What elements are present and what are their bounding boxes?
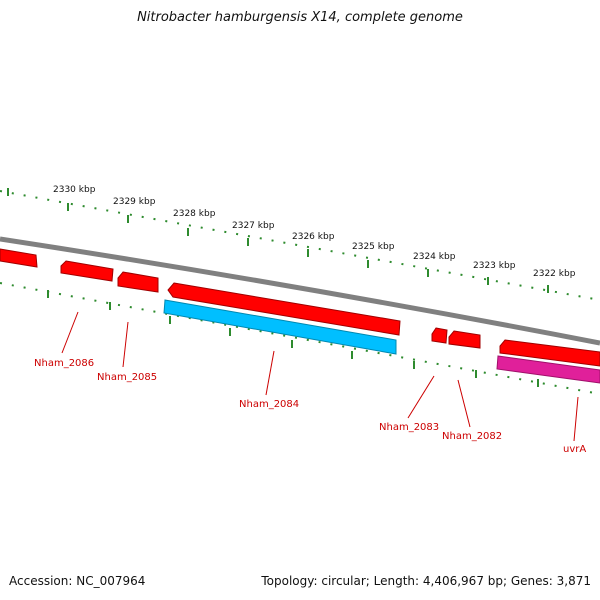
- label-leader: [407, 375, 435, 419]
- label-leader: [457, 379, 471, 428]
- scale-label: 2324 kbp: [413, 252, 456, 262]
- scale-label: 2330 kbp: [53, 185, 96, 195]
- gene-arrow: [60, 260, 114, 282]
- gene-label[interactable]: Nham_2084: [239, 399, 299, 410]
- label-leader: [122, 321, 129, 368]
- gene-arrow: [499, 339, 600, 367]
- label-leader: [61, 311, 79, 354]
- gene-label[interactable]: Nham_2083: [379, 422, 439, 433]
- accession-text: Accession: NC_007964: [9, 574, 146, 588]
- scale-label: 2326 kbp: [292, 232, 335, 242]
- scale-label: 2329 kbp: [113, 197, 156, 207]
- gene-arrow: [448, 330, 481, 349]
- inner-major-ticks: [47, 290, 539, 387]
- scale-label: 2327 kbp: [232, 221, 275, 231]
- gene-bar-magenta: [496, 355, 600, 384]
- genome-backbone: [0, 236, 600, 346]
- gene-arrow: [431, 327, 448, 344]
- gene-arrow-nham-2084-region: [167, 282, 401, 336]
- gene-arrow: [0, 248, 38, 268]
- label-leader: [265, 350, 275, 396]
- inner-dotted-ring: [0, 282, 600, 395]
- gene-label[interactable]: Nham_2082: [442, 431, 502, 442]
- gene-label[interactable]: Nham_2085: [97, 372, 157, 383]
- scale-label: 2325 kbp: [352, 242, 395, 252]
- map-title: Nitrobacter hamburgensis X14, complete g…: [137, 10, 463, 25]
- gene-arrow: [117, 271, 159, 293]
- label-leader: [573, 396, 579, 442]
- outer-dotted-ring: [0, 190, 600, 301]
- scale-label: 2322 kbp: [533, 269, 576, 279]
- scale-label: 2323 kbp: [473, 261, 516, 271]
- gene-label[interactable]: uvrA: [563, 444, 586, 455]
- scale-label: 2328 kbp: [173, 209, 216, 219]
- gene-label[interactable]: Nham_2086: [34, 358, 94, 369]
- gene-bar-blue: [163, 299, 397, 355]
- outer-major-ticks: [7, 188, 549, 293]
- genome-summary-text: Topology: circular; Length: 4,406,967 bp…: [261, 574, 591, 588]
